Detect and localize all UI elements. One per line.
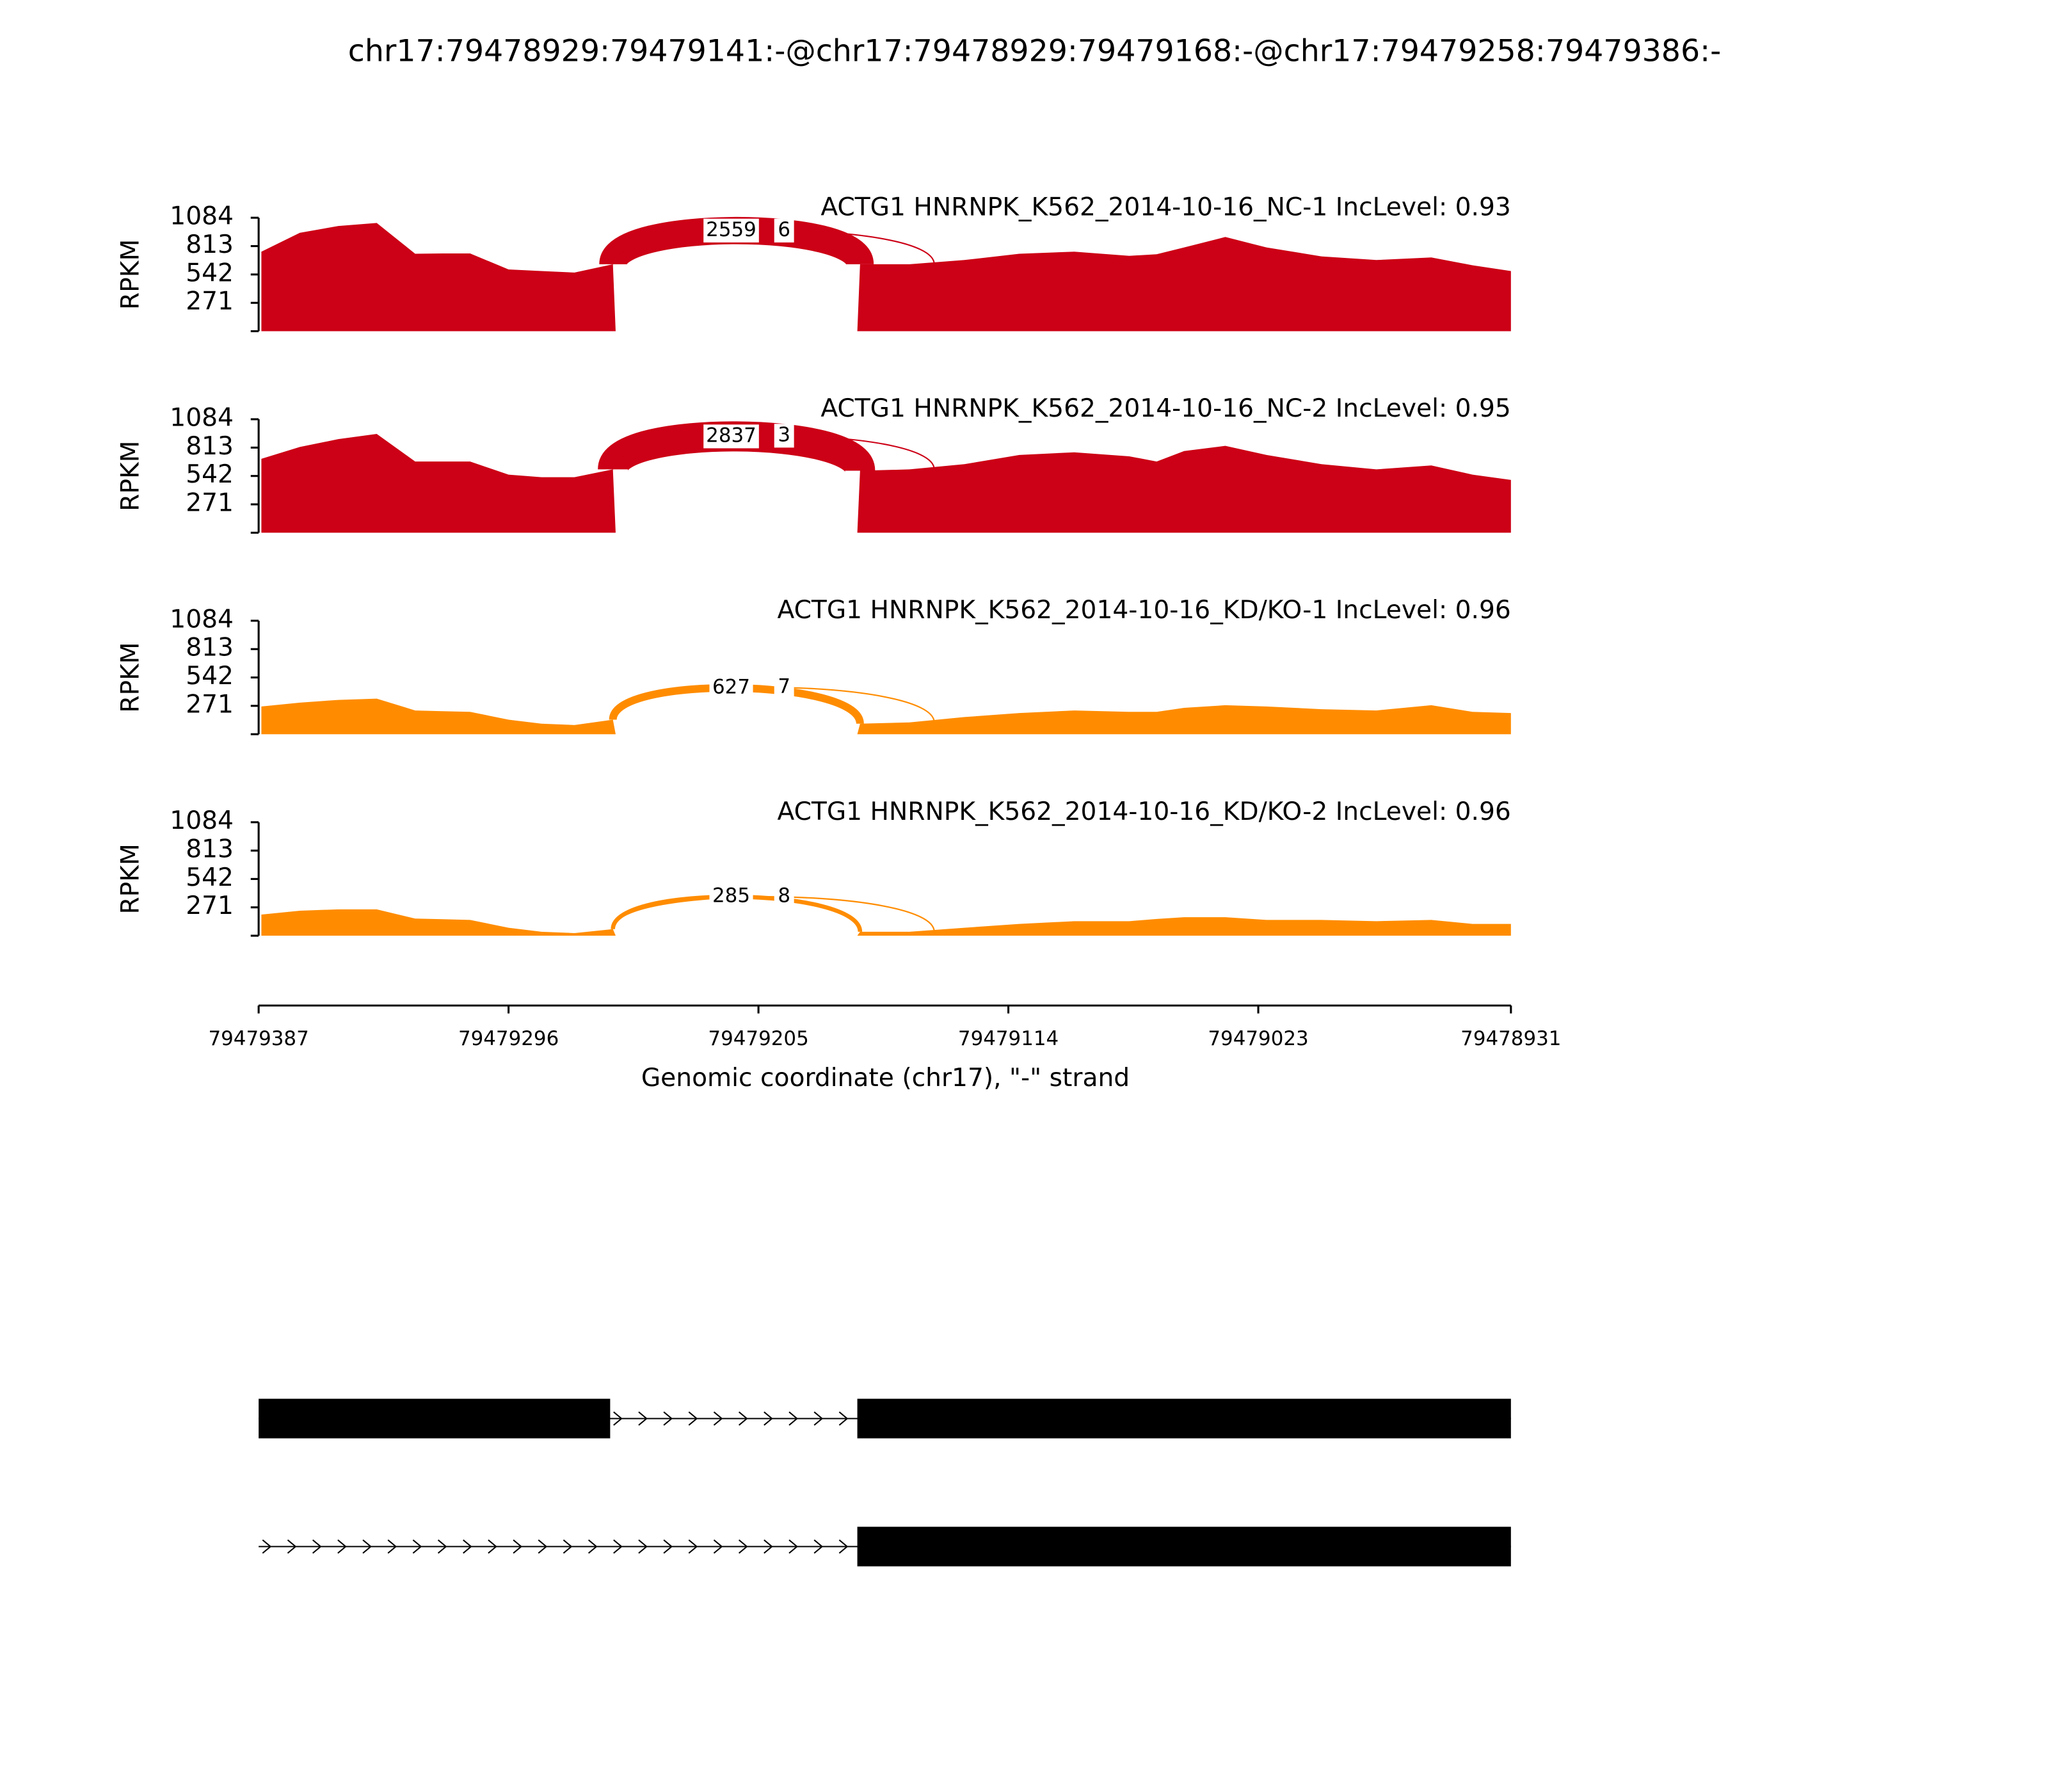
- junction-arc: [612, 686, 935, 723]
- junction-label-box: [709, 676, 753, 700]
- x-tick-label: 79479023: [1208, 1027, 1308, 1050]
- junction-label-box: [774, 675, 794, 700]
- intron-chevron: [638, 1411, 648, 1426]
- junction-count: 2559: [706, 218, 756, 241]
- y-tick-label: 1084: [170, 404, 234, 433]
- x-tick-label: 79479114: [958, 1027, 1059, 1050]
- intron-chevron: [788, 1411, 798, 1426]
- junction-count: 3: [778, 423, 790, 446]
- y-tick-label: 271: [186, 690, 234, 719]
- intron-chevron: [613, 1411, 623, 1426]
- intron-chevron: [488, 1539, 497, 1554]
- junction-label-box: [703, 424, 759, 449]
- coverage-area: [261, 698, 1511, 735]
- intron-chevron: [838, 1539, 849, 1554]
- junction-label-box: [709, 884, 753, 909]
- y-axis-label: RPKM: [116, 642, 145, 712]
- y-tick-label: 1084: [170, 806, 234, 835]
- y-tick-label: 1084: [170, 605, 234, 634]
- junction-count: 6: [778, 218, 790, 241]
- y-tick-label: 813: [186, 835, 234, 864]
- intron-chevron: [663, 1411, 673, 1426]
- x-tick-label: 79479296: [458, 1027, 559, 1050]
- y-tick-label: 271: [186, 489, 234, 518]
- y-tick-label: 813: [186, 432, 234, 461]
- intron-chevron: [813, 1411, 824, 1426]
- intron-chevron: [437, 1539, 447, 1554]
- y-tick-label: 542: [186, 863, 234, 892]
- y-axis-label: RPKM: [116, 239, 145, 310]
- intron-chevron: [663, 1539, 673, 1554]
- coverage-area: [261, 909, 1511, 936]
- y-tick-label: 813: [186, 634, 234, 662]
- chart-title: chr17:79478929:79479141:-@chr17:79478929…: [348, 33, 1721, 68]
- intron-chevron: [513, 1539, 523, 1554]
- intron-chevron: [362, 1539, 372, 1554]
- x-tick-label: 79478931: [1460, 1027, 1561, 1050]
- intron-chevron: [638, 1539, 648, 1554]
- junction-label-box: [774, 424, 794, 448]
- junction-count: 8: [778, 884, 790, 908]
- x-tick-label: 79479387: [208, 1027, 308, 1050]
- intron-chevron: [813, 1539, 824, 1554]
- junction-count: 2837: [706, 424, 756, 447]
- y-tick-label: 542: [186, 259, 234, 287]
- junction-count: 285: [712, 884, 750, 908]
- y-axis-label: RPKM: [116, 441, 145, 511]
- intron-chevron: [563, 1539, 573, 1554]
- junction-arc: [612, 230, 935, 264]
- intron-chevron: [262, 1539, 272, 1554]
- y-tick-label: 813: [186, 230, 234, 259]
- panel-label: ACTG1 HNRNPK_K562_2014-10-16_KD/KO-1 Inc…: [777, 596, 1510, 625]
- panel-label: ACTG1 HNRNPK_K562_2014-10-16_KD/KO-2 Inc…: [777, 797, 1510, 826]
- x-axis-label: Genomic coordinate (chr17), "-" strand: [641, 1064, 1130, 1092]
- intron-chevron: [713, 1539, 723, 1554]
- intron-chevron: [764, 1539, 773, 1554]
- coverage-area: [261, 223, 1511, 332]
- intron-chevron: [538, 1539, 548, 1554]
- intron-chevron: [738, 1539, 748, 1554]
- intron-chevron: [764, 1411, 773, 1426]
- intron-chevron: [738, 1411, 748, 1426]
- coverage-area: [261, 433, 1511, 533]
- intron-chevron: [287, 1539, 297, 1554]
- intron-chevron: [312, 1539, 322, 1554]
- panel-label: ACTG1 HNRNPK_K562_2014-10-16_NC-1 IncLev…: [820, 193, 1510, 221]
- intron-chevron: [588, 1539, 598, 1554]
- junction-arc: [612, 435, 935, 470]
- exon: [857, 1526, 1511, 1567]
- intron-chevron: [838, 1411, 849, 1426]
- intron-chevron: [788, 1539, 798, 1554]
- panel-label: ACTG1 HNRNPK_K562_2014-10-16_NC-2 IncLev…: [820, 394, 1510, 423]
- x-tick-label: 79479205: [708, 1027, 808, 1050]
- intron-chevron: [412, 1539, 422, 1554]
- y-tick-label: 271: [186, 287, 234, 316]
- y-tick-label: 1084: [170, 202, 234, 231]
- intron-chevron: [688, 1539, 698, 1554]
- junction-label-box: [703, 218, 759, 243]
- intron-chevron: [337, 1539, 347, 1554]
- intron-chevron: [613, 1539, 623, 1554]
- junction-count: 7: [778, 675, 790, 698]
- y-tick-label: 271: [186, 892, 234, 920]
- junction-arc: [612, 896, 935, 932]
- exon: [259, 1398, 611, 1439]
- intron-chevron: [387, 1539, 397, 1554]
- intron-chevron: [688, 1411, 698, 1426]
- junction-count: 627: [712, 676, 750, 699]
- y-tick-label: 542: [186, 662, 234, 691]
- exon: [857, 1398, 1511, 1439]
- intron-chevron: [463, 1539, 472, 1554]
- junction-label-box: [774, 884, 794, 909]
- y-axis-label: RPKM: [116, 844, 145, 914]
- y-tick-label: 542: [186, 460, 234, 489]
- intron-chevron: [713, 1411, 723, 1426]
- junction-label-box: [774, 218, 794, 243]
